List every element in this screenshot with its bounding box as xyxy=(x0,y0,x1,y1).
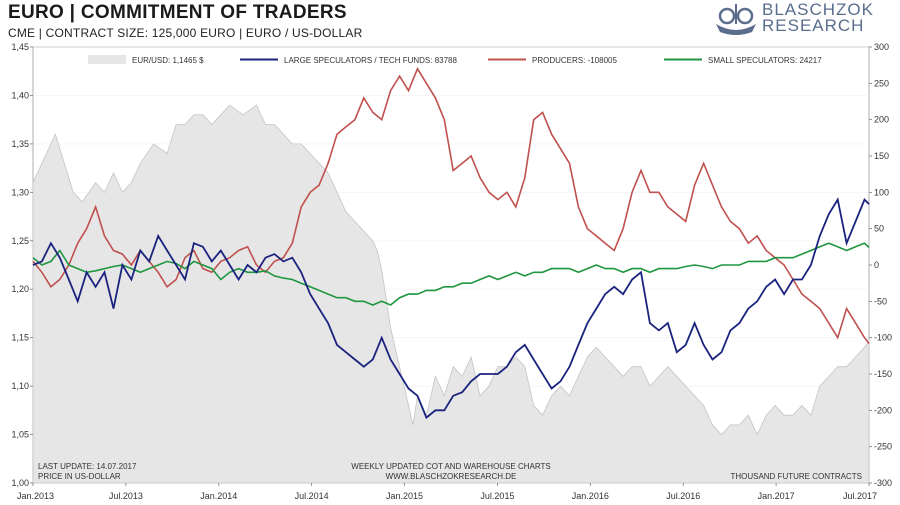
y-right-tick-label: -50 xyxy=(874,296,887,306)
x-tick-label: Jul.2014 xyxy=(295,491,329,501)
logo-line-1: BLASCHZOK xyxy=(762,0,874,19)
website-text: WWW.BLASCHZOKRESEARCH.DE xyxy=(386,472,517,481)
y-left-tick-label: 1,15 xyxy=(11,333,29,343)
legend-swatch-eurusd xyxy=(88,55,126,64)
y-right-tick-label: -100 xyxy=(874,333,892,343)
y-left-tick-label: 1,45 xyxy=(11,42,29,52)
x-tick-label: Jan.2017 xyxy=(758,491,795,501)
x-tick-label: Jul.2013 xyxy=(109,491,143,501)
y-right-tick-label: -250 xyxy=(874,442,892,452)
series-large-speculators-line xyxy=(32,197,870,420)
series-small-speculators-line xyxy=(32,242,870,306)
x-tick-label: Jul.2016 xyxy=(666,491,700,501)
y-left-tick-label: 1,25 xyxy=(11,236,29,246)
brand-logo: BLASCHZOK RESEARCH xyxy=(712,0,892,38)
price-unit-text: PRICE IN US-DOLLAR xyxy=(38,472,121,481)
y-right-tick-label: 250 xyxy=(874,78,889,88)
x-tick-label: Jul.2015 xyxy=(480,491,514,501)
x-tick-label: Jan.2014 xyxy=(200,491,237,501)
y-right-tick-label: 100 xyxy=(874,187,889,197)
legend-label-eurusd: EUR/USD: 1,1465 $ xyxy=(132,56,204,65)
y-right-tick-label: 300 xyxy=(874,42,889,52)
y-left-tick-label: 1,40 xyxy=(11,90,29,100)
x-tick-label: Jan.2013 xyxy=(17,491,54,501)
x-tick-label: Jan.2015 xyxy=(386,491,423,501)
x-tick-label: Jul.2017 xyxy=(843,491,877,501)
y-right-tick-label: 50 xyxy=(874,224,884,234)
y-left-tick-label: 1,05 xyxy=(11,430,29,440)
last-update-text: LAST UPDATE: 14.07.2017 xyxy=(38,462,137,471)
y-right-tick-label: -300 xyxy=(874,478,892,488)
y-left-tick-label: 1,20 xyxy=(11,284,29,294)
legend: EUR/USD: 1,1465 $ LARGE SPECULATORS / TE… xyxy=(88,55,822,65)
ship-emblem-icon xyxy=(716,4,756,35)
y-right-tick-label: 150 xyxy=(874,151,889,161)
y-right-tick-label: -150 xyxy=(874,369,892,379)
y-right-tick-label: -200 xyxy=(874,405,892,415)
weekly-charts-text: WEEKLY UPDATED COT AND WAREHOUSE CHARTS xyxy=(351,462,550,471)
y-right-tick-label: 0 xyxy=(874,260,879,270)
y-left-tick-label: 1,10 xyxy=(11,381,29,391)
contracts-unit-text: THOUSAND FUTURE CONTRACTS xyxy=(730,472,862,481)
series-eurusd-area xyxy=(32,104,870,484)
y-right-tick-label: 200 xyxy=(874,115,889,125)
chart-subtitle: CME | CONTRACT SIZE: 125,000 EURO | EURO… xyxy=(8,26,363,40)
logo-line-2: RESEARCH xyxy=(762,16,865,35)
legend-label-producers: PRODUCERS: -108005 xyxy=(532,56,617,65)
chart-title: EURO | COMMITMENT OF TRADERS xyxy=(8,2,347,23)
x-axis: Jan.2013 Jul.2013 Jan.2014 Jul.2014 Jan.2015… xyxy=(17,483,877,501)
series-producers-line xyxy=(32,67,870,344)
y-left-tick-label: 1,00 xyxy=(11,478,29,488)
y-left-tick-label: 1,35 xyxy=(11,139,29,149)
legend-label-small-speculators: SMALL SPECULATORS: 24217 xyxy=(708,56,822,65)
x-tick-label: Jan.2016 xyxy=(572,491,609,501)
y-axis-right: -300 -250 -200 -150 -100 -50 0 50 100 150 200 250 30… xyxy=(869,42,892,488)
y-axis-left: 1,00 1,05 1,10 1,15 1,20 1,25 1,30 1,35 1,40 1,45 xyxy=(11,42,33,488)
y-left-tick-label: 1,30 xyxy=(11,187,29,197)
legend-label-large-speculators: LARGE SPECULATORS / TECH FUNDS: 83788 xyxy=(284,56,457,65)
